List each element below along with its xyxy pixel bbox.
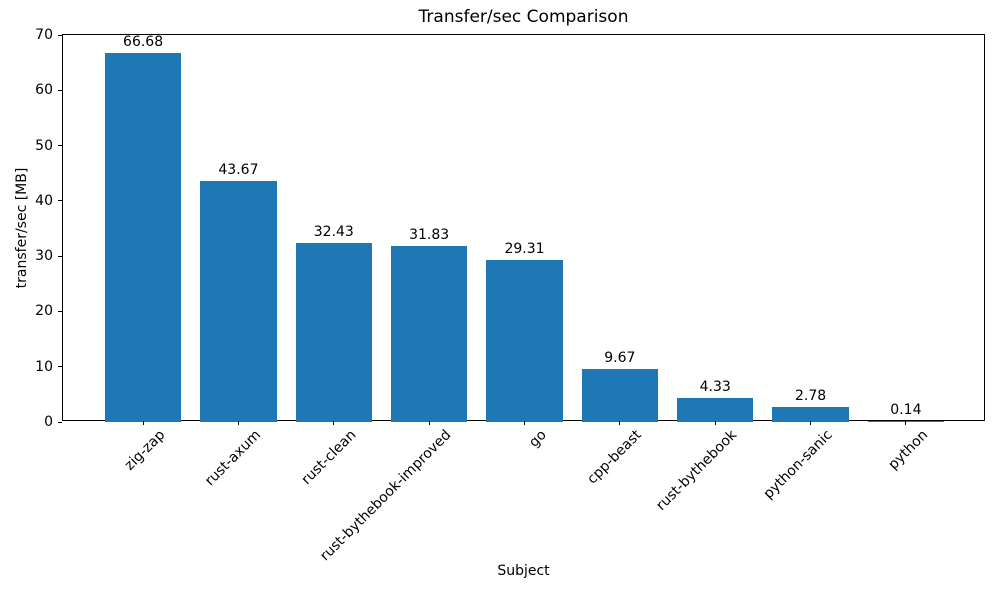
x-tick: [810, 421, 812, 425]
y-tick-label: 40: [35, 192, 53, 209]
x-tick: [142, 421, 144, 425]
category-label: rust-axum: [201, 427, 264, 490]
x-tick: [619, 421, 621, 425]
chart-title: Transfer/sec Comparison: [418, 7, 629, 27]
category-label: zig-zap: [121, 427, 169, 474]
category-label: rust-bythebook: [653, 427, 741, 514]
y-tick-label: 50: [35, 137, 53, 154]
bar-value-label: 4.33: [699, 379, 731, 396]
y-tick-label: 70: [35, 27, 53, 43]
bar: [104, 53, 182, 422]
y-tick: [58, 366, 62, 368]
y-tick: [58, 421, 62, 423]
bar: [581, 368, 658, 422]
bar-value-label: 31.83: [409, 227, 450, 244]
x-tick: [524, 421, 525, 425]
y-tick-label: 30: [35, 248, 53, 265]
y-tick: [58, 34, 62, 36]
bar: [772, 406, 849, 422]
y-tick-label: 0: [44, 414, 53, 430]
x-tick: [714, 421, 716, 425]
x-tick: [333, 421, 335, 425]
bar-value-label: 43.67: [218, 161, 259, 178]
x-axis-label: Subject: [497, 563, 550, 579]
category-label: python-sanic: [760, 427, 836, 503]
bar: [295, 242, 372, 422]
bar-value-label: 32.43: [313, 223, 354, 240]
category-label: rust-clean: [298, 427, 360, 488]
y-axis-label: transfer/sec [MB]: [14, 167, 30, 289]
bar: [486, 259, 563, 422]
x-tick: [905, 421, 907, 425]
bar: [391, 246, 468, 422]
y-tick-label: 10: [35, 358, 53, 375]
y-tick-label: 60: [35, 82, 53, 99]
y-tick: [58, 145, 62, 147]
category-label: python: [885, 427, 932, 473]
bar: [200, 180, 277, 422]
bar-value-label: 9.67: [604, 349, 636, 366]
y-tick: [58, 200, 62, 202]
x-tick: [428, 421, 430, 425]
bar-value-label: 66.68: [123, 34, 164, 51]
bar-value-label: 29.31: [504, 240, 545, 257]
y-tick: [58, 255, 62, 257]
bar: [677, 398, 754, 422]
plot-area: 0 10 20 30 40 50 60 70 66.68 zig-zap 43.67 rust-axu…: [35, 27, 985, 564]
category-label: cpp-beast: [584, 427, 646, 488]
x-tick: [237, 421, 239, 425]
bar-value-label: 0.14: [890, 402, 922, 419]
y-tick-label: 20: [35, 303, 53, 320]
bar-value-label: 2.78: [794, 387, 827, 404]
category-label: go: [526, 427, 550, 451]
y-tick: [58, 310, 62, 312]
y-tick: [58, 89, 62, 91]
